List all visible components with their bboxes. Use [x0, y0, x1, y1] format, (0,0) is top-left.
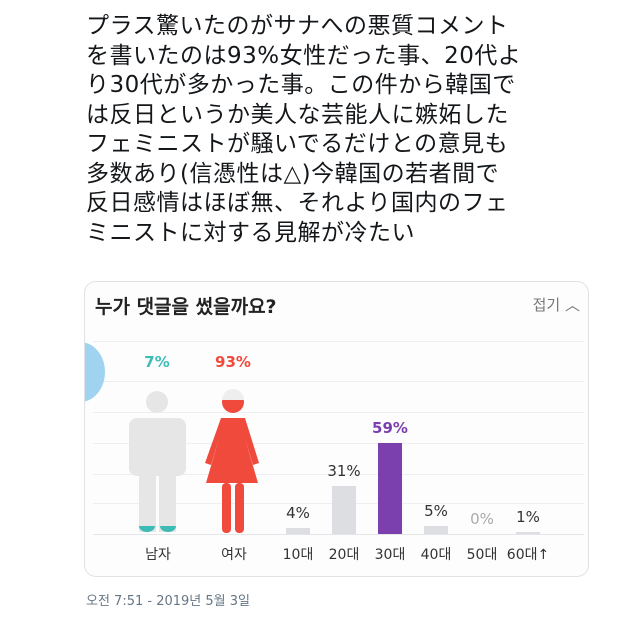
female-percent: 93%: [215, 353, 251, 371]
bar-30대: [378, 442, 402, 534]
tweet-line: ミニストに対する見解が冷たい: [86, 219, 415, 246]
gridline: [93, 381, 584, 382]
card-title: 누가 댓글을 썼을까요?: [95, 296, 277, 318]
bar-category-label: 10대: [282, 547, 314, 563]
tweet-line: 多数あり(信憑性は△)今韓国の若者間で: [86, 160, 500, 187]
gridline: [93, 341, 584, 342]
tweet-timestamp[interactable]: 오전 7:51 - 2019년 5월 3일: [86, 594, 250, 609]
bar-category-label: 40대: [420, 547, 452, 563]
bar-10대: [286, 527, 310, 534]
label-male: 남자: [145, 547, 171, 563]
male-figure-icon: [129, 391, 186, 532]
bar-value-label: 4%: [286, 503, 310, 522]
tweet-line: り30代が多かった事。この件から韓国で: [86, 72, 516, 98]
bar-40대: [424, 526, 448, 534]
label-female: 여자: [221, 547, 247, 563]
bar-category-label: 50대: [466, 547, 498, 563]
tweet-image[interactable]: 누가 댓글을 썼을까요? 접기 ︿ 7% 93% 남자 여자 4% 10대 31% 2…: [84, 281, 589, 577]
tweet-line: を書いたのは93%女性だった事、20代よ: [86, 42, 522, 69]
bar-category-label: 60대↑: [506, 547, 550, 563]
bar-value-label: 1%: [516, 508, 540, 526]
bar-value-label: 59%: [372, 418, 408, 437]
baseline: [93, 534, 584, 535]
tweet-line: 反日感情はほぼ無、それより国内のフェ: [86, 190, 509, 216]
tweet-line: プラス驚いたのがサナへの悪質コメント: [86, 13, 509, 39]
male-percent: 7%: [144, 353, 170, 371]
bar-60대↑: [516, 532, 540, 534]
gridline: [93, 443, 584, 444]
gridline: [93, 412, 584, 413]
decorative-circle: [85, 342, 105, 402]
tweet-line: は反日というか美人な芸能人に嫉妬した: [86, 101, 509, 128]
bar-value-label: 0%: [470, 510, 494, 528]
bar-category-label: 20대: [328, 547, 360, 563]
female-figure-icon: [205, 389, 259, 533]
bar-value-label: 31%: [327, 461, 361, 480]
gridline: [93, 474, 584, 475]
tweet-line: フェミニストが騒いでるだけとの意見も: [86, 131, 509, 157]
bar-value-label: 5%: [424, 502, 448, 521]
bar-20대: [332, 485, 356, 534]
fold-label: 접기: [532, 296, 561, 314]
chevron-up-icon: ︿: [564, 296, 580, 314]
bar-category-label: 30대: [374, 547, 406, 563]
fold-button[interactable]: 접기 ︿: [533, 294, 580, 315]
tweet-text: プラス驚いたのがサナへの悪質コメント を書いたのは93%女性だった事、20代よ …: [86, 12, 596, 248]
